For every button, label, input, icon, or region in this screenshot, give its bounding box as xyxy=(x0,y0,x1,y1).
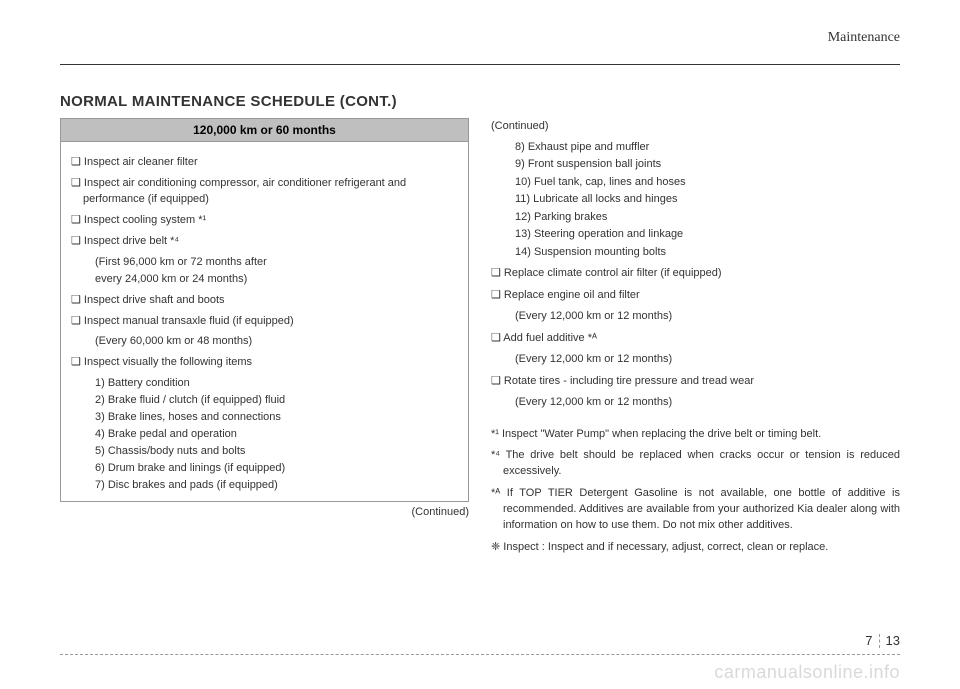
schedule-subitem: (First 96,000 km or 72 months after xyxy=(71,255,458,271)
schedule-subitem: 8) Exhaust pipe and muffler xyxy=(491,139,900,156)
footnote: *ᴬ If TOP TIER Detergent Gasoline is not… xyxy=(491,486,900,534)
schedule-subitem: 1) Battery condition xyxy=(71,376,458,392)
schedule-item: ❑ Inspect drive shaft and boots xyxy=(71,293,458,309)
chapter-num: 7 xyxy=(865,633,872,648)
schedule-item: ❑ Inspect cooling system *¹ xyxy=(71,213,458,229)
schedule-subitem: 13) Steering operation and linkage xyxy=(491,226,900,243)
schedule-item: ❑ Inspect manual transaxle fluid (if equ… xyxy=(71,314,458,330)
footnote: *¹ Inspect "Water Pump" when replacing t… xyxy=(491,427,900,443)
schedule-subitem: every 24,000 km or 24 months) xyxy=(71,272,458,288)
schedule-item: ❑ Inspect air cleaner filter xyxy=(71,155,458,171)
schedule-subitem: 12) Parking brakes xyxy=(491,209,900,226)
schedule-item: ❑ Inspect air conditioning compressor, a… xyxy=(71,176,458,208)
schedule-box: ❑ Inspect air cleaner filter ❑ Inspect ai… xyxy=(60,142,469,502)
schedule-subitem: 14) Suspension mounting bolts xyxy=(491,244,900,261)
schedule-subitem: 6) Drum brake and linings (if equipped) xyxy=(71,461,458,477)
left-column: 120,000 km or 60 months ❑ Inspect air cl… xyxy=(60,118,469,562)
schedule-item: ❑ Inspect drive belt *⁴ xyxy=(71,234,458,250)
continued-label: (Continued) xyxy=(60,506,469,518)
schedule-item: ❑ Inspect visually the following items xyxy=(71,355,458,371)
schedule-subitem: (Every 12,000 km or 12 months) xyxy=(491,394,900,411)
schedule-subitem: 7) Disc brakes and pads (if equipped) xyxy=(71,478,458,494)
footnote: ❈ Inspect : Inspect and if necessary, ad… xyxy=(491,540,900,556)
schedule-item: ❑ Add fuel additive *ᴬ xyxy=(491,330,900,347)
page-title: NORMAL MAINTENANCE SCHEDULE (CONT.) xyxy=(60,93,900,110)
header-rule xyxy=(60,64,900,65)
schedule-subitem: 3) Brake lines, hoses and connections xyxy=(71,410,458,426)
schedule-subitem: (Every 12,000 km or 12 months) xyxy=(491,308,900,325)
page-num: 13 xyxy=(886,633,900,648)
schedule-subitem: (Every 60,000 km or 48 months) xyxy=(71,334,458,350)
schedule-subitem: 11) Lubricate all locks and hinges xyxy=(491,191,900,208)
right-items: ❑ Replace climate control air filter (if… xyxy=(491,265,900,411)
schedule-subitem: 5) Chassis/body nuts and bolts xyxy=(71,444,458,460)
schedule-item: ❑ Rotate tires - including tire pressure… xyxy=(491,373,900,390)
footer: 7 13 xyxy=(60,654,900,659)
footnotes: *¹ Inspect "Water Pump" when replacing t… xyxy=(491,427,900,557)
schedule-item: ❑ Replace climate control air filter (if… xyxy=(491,265,900,282)
right-column: (Continued) 8) Exhaust pipe and muffler9… xyxy=(491,118,900,562)
footnote: *⁴ The drive belt should be replaced whe… xyxy=(491,448,900,480)
interval-header: 120,000 km or 60 months xyxy=(60,118,469,142)
continued-list: 8) Exhaust pipe and muffler9) Front susp… xyxy=(491,139,900,261)
watermark: carmanualsonline.info xyxy=(714,662,900,683)
schedule-item: ❑ Replace engine oil and filter xyxy=(491,287,900,304)
schedule-subitem: 10) Fuel tank, cap, lines and hoses xyxy=(491,174,900,191)
schedule-subitem: 4) Brake pedal and operation xyxy=(71,427,458,443)
schedule-subitem: (Every 12,000 km or 12 months) xyxy=(491,351,900,368)
section-label: Maintenance xyxy=(60,30,900,46)
page-sep xyxy=(879,634,880,648)
page-number: 7 13 xyxy=(865,633,900,648)
schedule-subitem: 2) Brake fluid / clutch (if equipped) fl… xyxy=(71,393,458,409)
continued-top: (Continued) xyxy=(491,118,900,135)
schedule-subitem: 9) Front suspension ball joints xyxy=(491,156,900,173)
